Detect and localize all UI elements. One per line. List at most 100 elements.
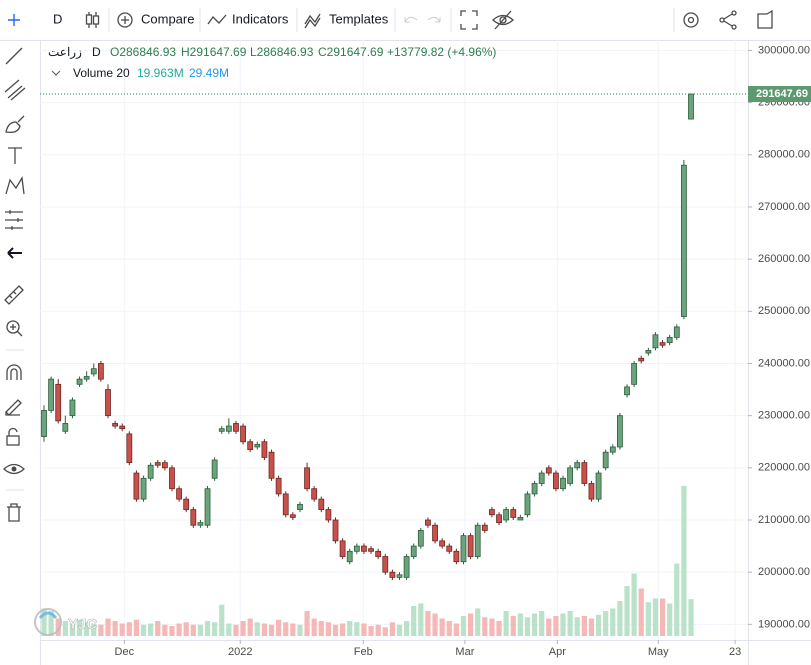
volume-bar: [389, 622, 395, 636]
volume-bar: [404, 621, 410, 636]
text-tool[interactable]: [8, 147, 22, 164]
crosshair-tool[interactable]: [8, 14, 20, 26]
volume-bar: [560, 613, 566, 636]
volume-bar: [510, 616, 516, 636]
candle-body: [631, 363, 638, 385]
candle-body: [368, 548, 374, 552]
x-tick-label: Dec: [115, 646, 135, 658]
trendline-tool[interactable]: [5, 47, 23, 65]
collapse-button[interactable]: [51, 70, 61, 76]
candle-body: [282, 493, 289, 516]
volume-bar: [140, 624, 147, 636]
prediction-tool[interactable]: [5, 210, 23, 230]
legend-close: C291647.69: [318, 45, 384, 59]
undo-button[interactable]: [404, 16, 418, 23]
candle-body: [154, 462, 161, 466]
indicators-button[interactable]: Indicators: [232, 11, 289, 26]
interval-button[interactable]: D: [53, 11, 62, 26]
delete-tool[interactable]: [7, 503, 21, 522]
zoom-tool[interactable]: [6, 320, 23, 337]
candle-body: [389, 571, 396, 578]
pattern-tool[interactable]: [5, 176, 25, 195]
volume-bar: [62, 621, 68, 636]
candle-body: [204, 488, 211, 526]
candle-body: [69, 399, 76, 417]
volume-bar: [460, 616, 467, 636]
chart-type-button[interactable]: [85, 12, 100, 28]
volume-bar: [318, 621, 324, 636]
last-price-label: 291647.69: [756, 88, 808, 100]
volume-bar: [311, 618, 317, 636]
x-tick-label: Mar: [455, 646, 474, 658]
volume-bar: [517, 613, 523, 636]
volume-bar: [482, 617, 488, 636]
volume-bar: [574, 617, 580, 636]
volume-bar: [204, 621, 211, 636]
candle-body: [617, 415, 623, 448]
y-tick-label: 200000.00: [758, 566, 810, 578]
volume-bar: [375, 624, 381, 636]
candle-body: [304, 467, 310, 490]
volume-bar: [681, 486, 687, 636]
templates-button[interactable]: Templates: [329, 11, 389, 26]
redo-button[interactable]: [427, 16, 441, 23]
candle-body: [375, 550, 382, 557]
candle-body: [190, 509, 197, 526]
visibility-tool[interactable]: [3, 463, 25, 475]
back-tool[interactable]: [7, 247, 22, 259]
candle-body: [581, 462, 588, 484]
volume-bar: [503, 611, 509, 636]
volume-bar: [84, 622, 90, 636]
indicators-icon: [207, 14, 227, 25]
volume-bar: [453, 623, 459, 636]
fullscreen-button[interactable]: [460, 10, 478, 30]
y-tick-label: 260000.00: [758, 253, 810, 265]
watermark: YJC: [34, 608, 98, 636]
candle-body: [545, 467, 552, 474]
candle-body: [147, 464, 154, 479]
volume-bar: [155, 621, 161, 636]
settings-button[interactable]: [683, 12, 699, 28]
candle-body: [169, 467, 175, 490]
volume-bar: [268, 624, 275, 636]
measure-tool[interactable]: [4, 285, 24, 305]
magnet-tool[interactable]: [6, 364, 22, 380]
volume-ma: 19.963M: [137, 66, 184, 80]
share-button[interactable]: [719, 10, 737, 30]
x-tick-label: 2022: [228, 646, 252, 658]
volume-bar: [219, 604, 225, 636]
compare-button[interactable]: Compare: [141, 11, 194, 26]
volume-bar: [169, 626, 175, 636]
candle-body: [673, 326, 680, 338]
candle-body: [97, 363, 104, 380]
volume-bar: [524, 617, 531, 636]
volume-bar: [240, 621, 246, 636]
snapshot-button[interactable]: [757, 9, 773, 29]
legend-change: +13779.82 (+4.96%): [387, 45, 496, 59]
volume-bar: [332, 624, 339, 636]
hide-button[interactable]: [492, 10, 514, 30]
drawing-mode-tool[interactable]: [5, 399, 22, 416]
volume-bar: [539, 611, 545, 636]
x-tick-label: Apr: [549, 646, 566, 658]
volume-bar: [624, 586, 630, 636]
candle-body: [680, 164, 687, 317]
volume-bar: [76, 619, 83, 636]
brush-tool[interactable]: [5, 115, 25, 134]
candle-body: [531, 483, 538, 495]
y-tick-label: 280000.00: [758, 149, 810, 161]
candle-body: [254, 443, 261, 448]
volume-bar: [546, 618, 552, 636]
candle-body: [133, 472, 140, 500]
volume-bar: [567, 611, 573, 636]
volume-bar: [290, 623, 296, 636]
candle-body: [553, 472, 559, 490]
candle-body: [403, 556, 410, 578]
candle-body: [161, 462, 168, 469]
lock-tool[interactable]: [6, 427, 20, 446]
volume-bar: [105, 618, 111, 636]
candle-body: [609, 446, 616, 453]
candle-body: [140, 477, 147, 500]
fib-tool[interactable]: [4, 79, 26, 101]
